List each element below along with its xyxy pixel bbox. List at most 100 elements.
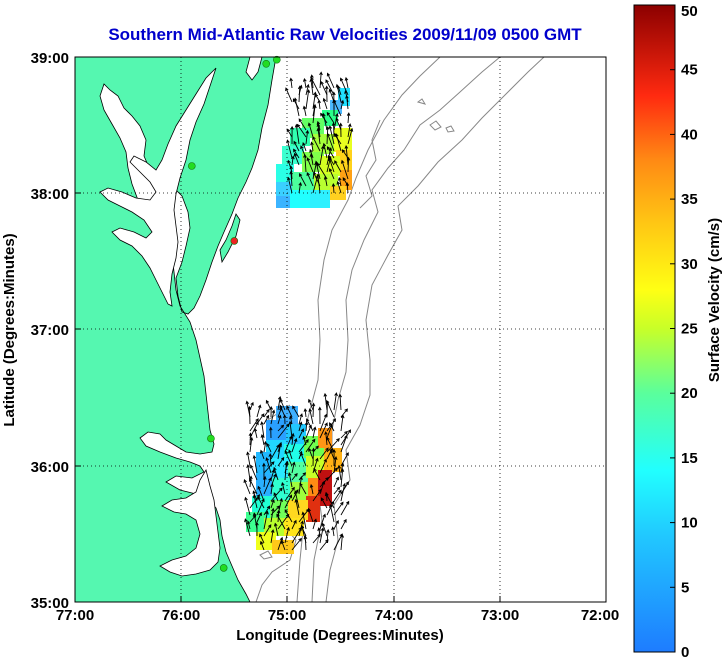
velocity-arrow xyxy=(259,533,265,544)
velocity-arrow xyxy=(257,496,265,509)
velocity-arrow xyxy=(277,536,284,551)
velocity-arrow xyxy=(265,457,272,474)
velocity-arrow xyxy=(319,145,325,166)
velocity-arrow xyxy=(310,76,321,96)
velocity-arrow xyxy=(247,405,252,425)
velocity-arrow xyxy=(308,398,314,411)
velocity-arrow xyxy=(263,510,269,530)
velocity-arrow xyxy=(298,428,304,439)
velocity-arrow xyxy=(333,99,342,117)
velocity-arrow xyxy=(244,518,251,537)
velocity-arrow xyxy=(305,83,310,96)
velocity-arrow xyxy=(329,449,335,460)
velocity-arrow xyxy=(338,393,342,411)
velocity-arrow xyxy=(291,155,295,166)
velocity-arrow xyxy=(325,79,335,96)
colorbar: 0 5 10 15 20 25 30 35 40 45 50 Surface Velocity (c… xyxy=(633,3,723,659)
velocity-arrow xyxy=(297,85,302,103)
velocity-arrow xyxy=(306,418,314,432)
velocity-arrow xyxy=(246,464,251,481)
colorbar-label: Surface Velocity (cm/s) xyxy=(706,218,723,382)
velocity-arrow xyxy=(270,409,276,425)
velocity-arrow xyxy=(312,104,317,124)
y-tick-label: 39:00 xyxy=(31,50,69,67)
x-tick-label: 77:00 xyxy=(56,607,94,624)
velocity-arrow xyxy=(290,125,294,145)
y-axis: 39:00 38:00 37:00 36:00 35:00 Latitude (… xyxy=(1,50,81,612)
velocity-arrow xyxy=(291,519,297,530)
velocity-arrow xyxy=(277,513,290,530)
x-tick-label: 75:00 xyxy=(268,607,306,624)
y-tick-label: 36:00 xyxy=(31,459,69,476)
y-tick-label: 37:00 xyxy=(31,322,69,339)
velocity-arrow xyxy=(260,421,265,439)
barrier-islands xyxy=(219,213,241,264)
velocity-arrow xyxy=(313,467,321,481)
velocity-arrow xyxy=(340,533,345,551)
velocity-arrow xyxy=(333,392,338,411)
velocity-arrow xyxy=(305,129,310,145)
velocity-arrow xyxy=(289,170,293,187)
velocity-arrow xyxy=(302,142,307,152)
velocity-arrow xyxy=(332,448,336,467)
velocity-arrow xyxy=(299,172,307,187)
velocity-arrow xyxy=(263,408,270,418)
velocity-arrow xyxy=(298,439,309,453)
velocity-arrow xyxy=(308,408,314,425)
radar-stations xyxy=(188,55,281,572)
velocity-arrow xyxy=(319,422,328,439)
velocity-arrow xyxy=(257,485,265,502)
velocity-arrow xyxy=(319,447,329,460)
velocity-arrow xyxy=(281,481,286,495)
radar-station-1 xyxy=(272,55,281,64)
velocity-arrow xyxy=(298,181,303,194)
velocity-arrow xyxy=(298,421,303,432)
velocity-arrow xyxy=(252,454,258,474)
velocity-arrow xyxy=(246,451,251,467)
velocity-cell xyxy=(334,128,352,152)
velocity-arrow xyxy=(286,139,293,159)
velocity-arrow xyxy=(331,182,336,194)
colorbar-tick-label: 30 xyxy=(681,256,698,273)
velocity-arrow xyxy=(302,105,307,117)
velocity-arrow xyxy=(346,112,351,124)
velocity-arrow xyxy=(299,482,307,495)
velocity-arrow xyxy=(305,89,311,110)
grid xyxy=(75,57,606,602)
velocity-arrow xyxy=(273,522,279,537)
velocity-arrow xyxy=(309,483,314,495)
velocity-arrow xyxy=(284,461,289,481)
colorbar-tick-label: 40 xyxy=(681,126,698,143)
velocity-arrow xyxy=(294,123,300,145)
velocity-arrow xyxy=(335,133,342,152)
velocity-arrow xyxy=(291,489,299,502)
velocity-arrow xyxy=(306,157,314,173)
velocity-arrow xyxy=(326,438,340,453)
velocity-arrow xyxy=(263,524,272,537)
velocity-arrow xyxy=(270,507,275,523)
y-axis-label: Latitude (Degrees:Minutes) xyxy=(1,233,18,426)
velocity-cell xyxy=(290,128,310,146)
velocity-arrow xyxy=(328,503,335,523)
radar-station-4 xyxy=(230,237,239,245)
velocity-arrow xyxy=(328,167,335,180)
velocity-arrow xyxy=(285,87,293,103)
velocity-arrow xyxy=(263,505,271,516)
velocity-arrow xyxy=(253,427,258,439)
velocity-arrow xyxy=(288,449,293,460)
velocity-arrow xyxy=(326,467,338,481)
radar-station-6 xyxy=(219,564,228,572)
chesapeake-bay xyxy=(99,67,217,307)
velocity-arrow xyxy=(337,176,342,187)
velocity-arrow xyxy=(326,132,335,152)
velocity-arrow xyxy=(282,414,287,425)
velocity-arrow xyxy=(331,526,335,537)
velocity-arrow xyxy=(249,475,253,488)
velocity-arrow xyxy=(249,436,254,453)
colorbar-tick-label: 5 xyxy=(681,579,689,596)
velocity-arrow xyxy=(334,160,342,173)
velocity-arrow xyxy=(277,456,285,467)
colorbar-tick-label: 50 xyxy=(681,3,698,20)
velocity-field-north xyxy=(276,88,352,208)
velocity-arrow xyxy=(289,77,293,89)
